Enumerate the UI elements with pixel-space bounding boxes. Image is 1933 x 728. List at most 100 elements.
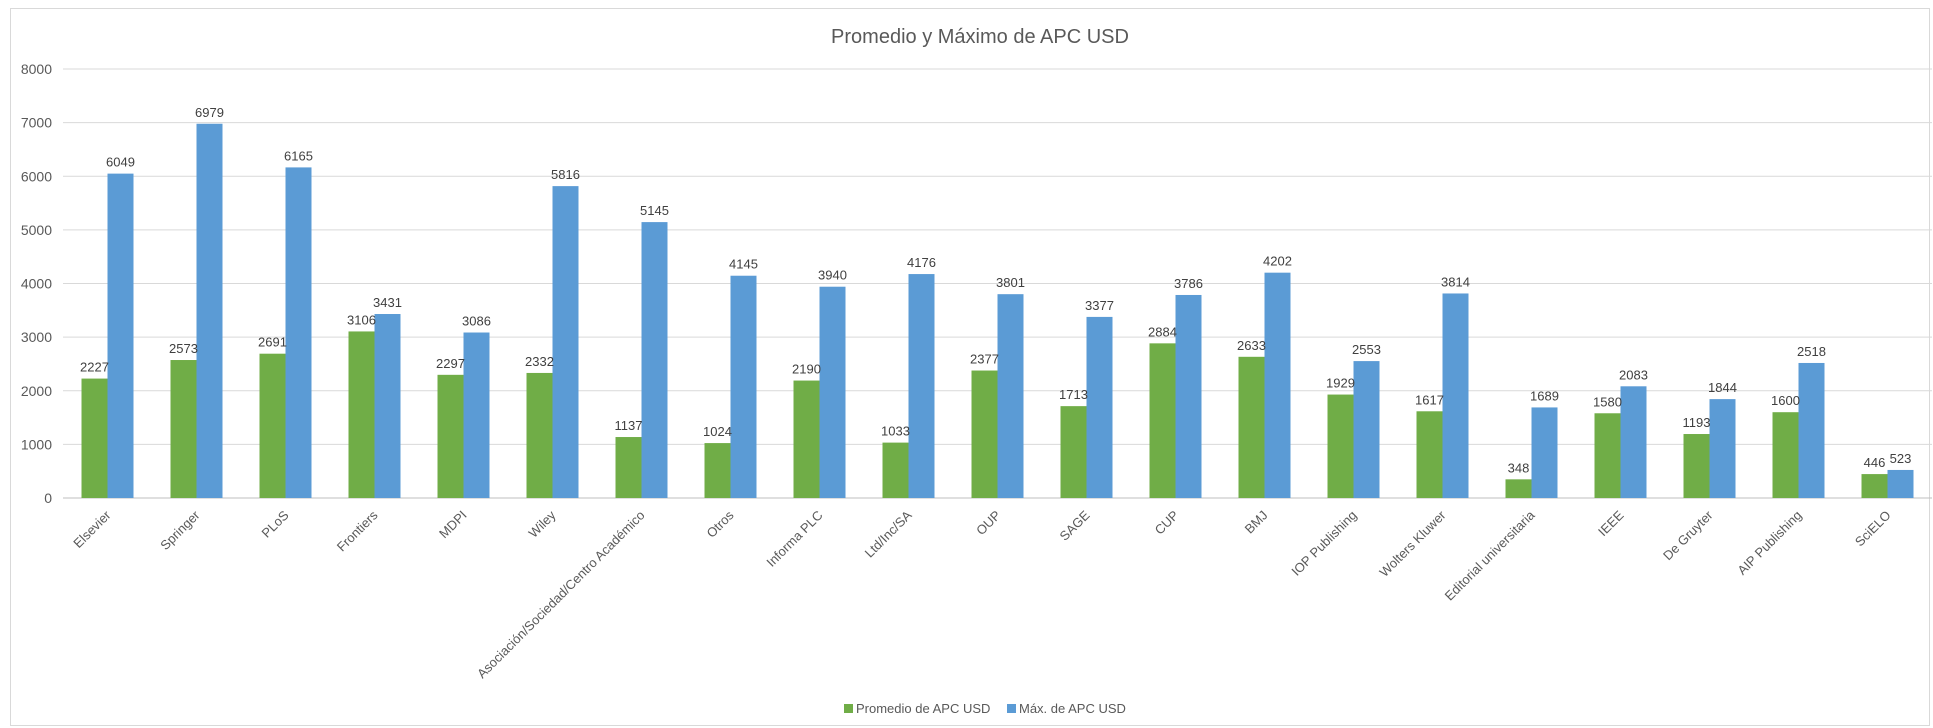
x-tick-label: IEEE (1595, 507, 1627, 539)
data-label: 1580 (1593, 394, 1622, 409)
x-tick-label: Otros (704, 507, 737, 540)
bar-promedio (1060, 406, 1087, 498)
data-labels: 2227 6049 2573 6979 2691 6165 3106 3431 2297 3086… (80, 105, 1911, 476)
x-tick-label: MDPI (436, 508, 470, 542)
bar-maximo (1175, 294, 1202, 498)
data-label: 2227 (80, 360, 109, 375)
legend-swatch (1007, 704, 1016, 713)
bar-promedio (1327, 394, 1354, 498)
data-label: 3377 (1085, 298, 1114, 313)
x-tick-label: Ltd/Inc/SA (862, 507, 915, 560)
bar-maximo (819, 286, 846, 498)
y-tick-label: 7000 (21, 115, 52, 131)
bar-promedio (526, 372, 553, 498)
bar-promedio (1505, 479, 1532, 498)
data-label: 2691 (258, 335, 287, 350)
bar-maximo (107, 173, 134, 498)
y-tick-label: 8000 (21, 61, 52, 77)
data-label: 1033 (881, 424, 910, 439)
data-label: 2083 (1619, 367, 1648, 382)
x-axis-ticks: Elsevier Springer PLoS Frontiers MDPI WileyAs… (70, 507, 1893, 681)
y-tick-label: 3000 (21, 329, 52, 345)
bar-maximo (1086, 316, 1113, 498)
data-label: 1193 (1683, 415, 1711, 430)
data-label: 2332 (525, 354, 554, 369)
data-label: 2573 (169, 341, 198, 356)
data-label: 3086 (462, 314, 491, 329)
bar-maximo (1353, 361, 1380, 498)
bar-promedio (1861, 474, 1888, 498)
x-tick-label: Informa PLC (763, 508, 825, 570)
bar-maximo (196, 123, 223, 498)
data-label: 2518 (1797, 344, 1826, 359)
data-label: 1600 (1771, 393, 1800, 408)
data-label: 1844 (1708, 380, 1737, 395)
x-tick-label: Asociación/Sociedad/Centro Académico (474, 508, 648, 682)
bar-maximo (285, 167, 312, 499)
x-tick-label: OUP (973, 508, 1004, 539)
data-label: 6165 (284, 148, 313, 163)
data-label: 1617 (1415, 392, 1444, 407)
data-label: 2377 (970, 352, 999, 367)
x-tick-label: CUP (1152, 508, 1182, 538)
bar-maximo (1264, 272, 1291, 498)
data-label: 3431 (373, 295, 402, 310)
bar-promedio (1683, 434, 1710, 498)
data-label: 3814 (1441, 274, 1470, 289)
legend-label: Máx. de APC USD (1019, 701, 1126, 716)
data-label: 4145 (729, 257, 758, 272)
bar-maximo (1531, 407, 1558, 498)
x-tick-label: AIP Publishing (1734, 508, 1804, 578)
x-tick-label: Springer (157, 507, 203, 553)
y-tick-label: 1000 (21, 436, 52, 452)
bar-promedio (1594, 413, 1621, 498)
bar-maximo (730, 275, 757, 498)
bar-maximo (908, 274, 935, 498)
x-tick-label: BMJ (1242, 508, 1271, 537)
y-tick-label: 5000 (21, 222, 52, 238)
data-label: 1137 (615, 418, 643, 433)
data-label: 2633 (1237, 338, 1266, 353)
data-label: 4202 (1263, 254, 1292, 269)
data-label: 6049 (106, 155, 135, 170)
data-label: 523 (1890, 451, 1912, 466)
data-label: 1024 (703, 424, 732, 439)
x-tick-label: IOP Publishing (1288, 508, 1359, 579)
data-label: 348 (1508, 460, 1530, 475)
y-tick-label: 2000 (21, 383, 52, 399)
bar-promedio (170, 360, 197, 498)
data-label: 3106 (347, 312, 376, 327)
x-tick-label: De Gruyter (1660, 507, 1716, 563)
bar-maximo (1442, 293, 1469, 498)
bar-maximo (997, 294, 1024, 498)
data-label: 2190 (792, 362, 821, 377)
x-tick-label: Wolters Kluwer (1376, 507, 1449, 580)
y-axis-ticks: 0 1000 2000 3000 4000 5000 6000 7000 8000 (21, 61, 52, 506)
legend: Promedio de APC USD Máx. de APC USD (844, 701, 1126, 716)
x-tick-label: SAGE (1056, 507, 1092, 543)
y-tick-label: 4000 (21, 276, 52, 292)
bar-maximo (552, 186, 579, 498)
data-label: 1689 (1530, 388, 1559, 403)
x-tick-label: Wiley (526, 507, 559, 540)
bar-promedio (1772, 412, 1799, 498)
legend-label: Promedio de APC USD (856, 701, 990, 716)
bar-promedio (348, 331, 375, 498)
bar-promedio (1416, 411, 1443, 498)
bar-promedio (615, 437, 642, 498)
bar-maximo (1887, 469, 1914, 498)
bar-promedio (81, 378, 108, 498)
chart-title: Promedio y Máximo de APC USD (831, 26, 1129, 48)
bar-promedio (1238, 356, 1265, 498)
data-label: 3786 (1174, 276, 1203, 291)
bar-maximo (641, 222, 668, 499)
data-label: 3940 (818, 268, 847, 283)
bar-maximo (1798, 362, 1825, 498)
bar-promedio (259, 353, 286, 498)
x-tick-label: Editorial universitaria (1442, 507, 1538, 603)
bar-promedio (1149, 343, 1176, 498)
bar-maximo (374, 314, 401, 498)
x-tick-label: Frontiers (334, 507, 381, 554)
bar-maximo (1620, 386, 1647, 498)
bar-promedio (793, 380, 820, 498)
